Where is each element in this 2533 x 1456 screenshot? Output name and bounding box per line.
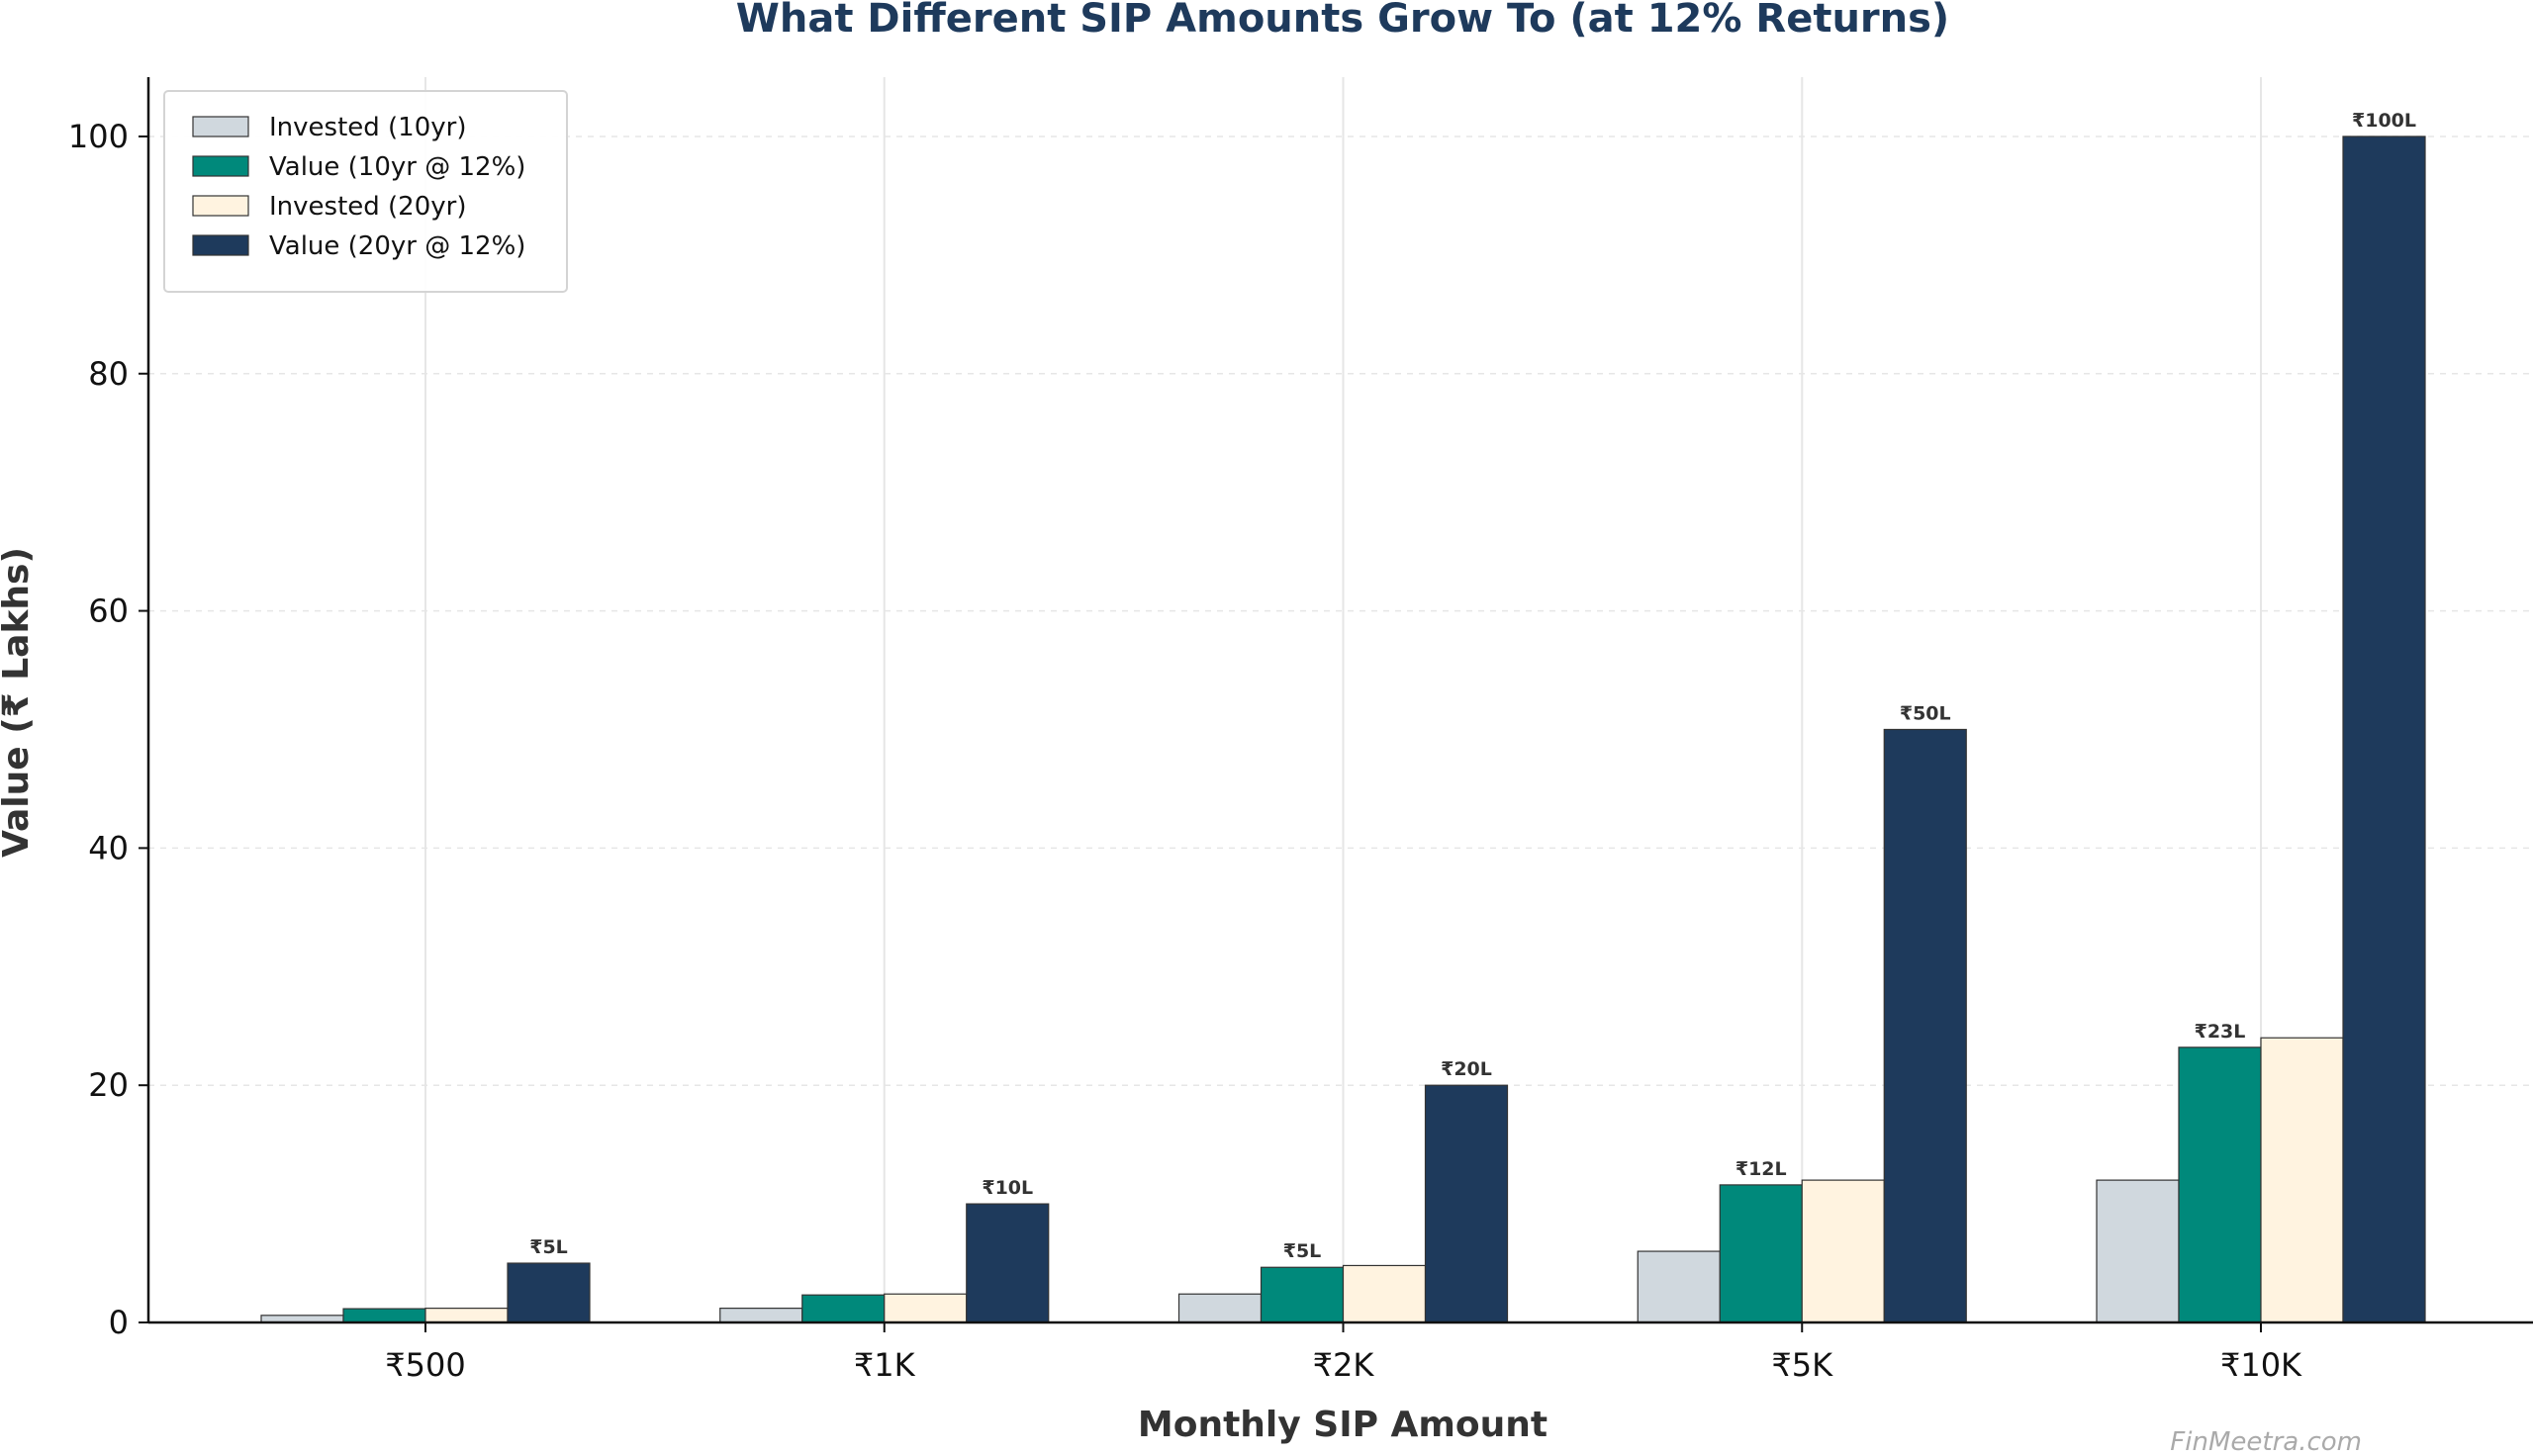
x-tick-label: ₹1K <box>854 1346 916 1384</box>
bar <box>2096 1179 2180 1323</box>
x-axis-label: Monthly SIP Amount <box>1138 1405 1548 1445</box>
legend-box <box>163 90 568 293</box>
x-tick-label: ₹500 <box>385 1346 465 1384</box>
legend: Invested (10yr) Value (10yr @ 12%) Investe… <box>163 90 568 293</box>
data-labels: ₹5L ₹10L ₹5L ₹20L ₹12L ₹50L ₹23L ₹100L <box>529 110 2416 1262</box>
bar <box>342 1308 426 1323</box>
y-tick-label: 0 <box>109 1304 129 1341</box>
bar <box>884 1293 968 1323</box>
legend-label: Value (10yr @ 12%) <box>269 152 525 182</box>
data-label: ₹10L <box>982 1177 1033 1199</box>
bar <box>801 1294 886 1323</box>
data-label: ₹100L <box>2352 110 2416 132</box>
y-tick-label: 100 <box>68 118 129 155</box>
bar <box>1719 1184 1803 1323</box>
watermark: FinMeetra.com <box>2170 1427 2362 1456</box>
x-tick-label: ₹2K <box>1313 1346 1375 1384</box>
x-tick-label: ₹10K <box>2220 1346 2302 1384</box>
legend-swatch <box>192 155 249 177</box>
chart-title: What Different SIP Amounts Grow To (at 1… <box>736 0 1949 42</box>
bar <box>1883 728 1967 1323</box>
data-label: ₹12L <box>1736 1158 1787 1180</box>
data-label: ₹5L <box>529 1236 568 1258</box>
bar <box>1637 1250 1721 1323</box>
bar <box>507 1262 591 1323</box>
legend-swatch <box>192 234 249 256</box>
legend-label: Invested (10yr) <box>269 113 466 142</box>
x-tick-label: ₹5K <box>1771 1346 1833 1384</box>
legend-label: Invested (20yr) <box>269 192 466 222</box>
bar <box>2342 136 2426 1323</box>
legend-label: Value (20yr @ 12%) <box>269 231 525 261</box>
legend-swatch <box>192 116 249 137</box>
bar <box>424 1308 509 1323</box>
y-axis-label: Value (₹ Lakhs) <box>0 547 37 858</box>
y-tick-label: 40 <box>88 829 129 866</box>
bar <box>1177 1293 1263 1323</box>
y-tick-label: 20 <box>88 1066 129 1104</box>
legend-swatch <box>192 195 249 217</box>
bar <box>1342 1264 1427 1323</box>
bar <box>966 1203 1050 1323</box>
bar-series <box>260 136 2426 1323</box>
data-label: ₹23L <box>2195 1021 2246 1043</box>
bar <box>1801 1179 1885 1323</box>
y-tick-label: 60 <box>88 592 129 630</box>
data-label: ₹20L <box>1441 1058 1492 1080</box>
bar <box>1424 1084 1509 1323</box>
data-label: ₹50L <box>1900 702 1951 724</box>
bar <box>2178 1046 2262 1323</box>
bar <box>1260 1266 1345 1323</box>
bar <box>719 1308 803 1323</box>
y-tick-label: 80 <box>88 355 129 393</box>
axes: 0 20 40 60 80 100 ₹500 ₹1K ₹2K ₹5K ₹10K <box>68 77 2533 1384</box>
data-label: ₹5L <box>1283 1240 1322 1262</box>
bar <box>2260 1037 2344 1323</box>
